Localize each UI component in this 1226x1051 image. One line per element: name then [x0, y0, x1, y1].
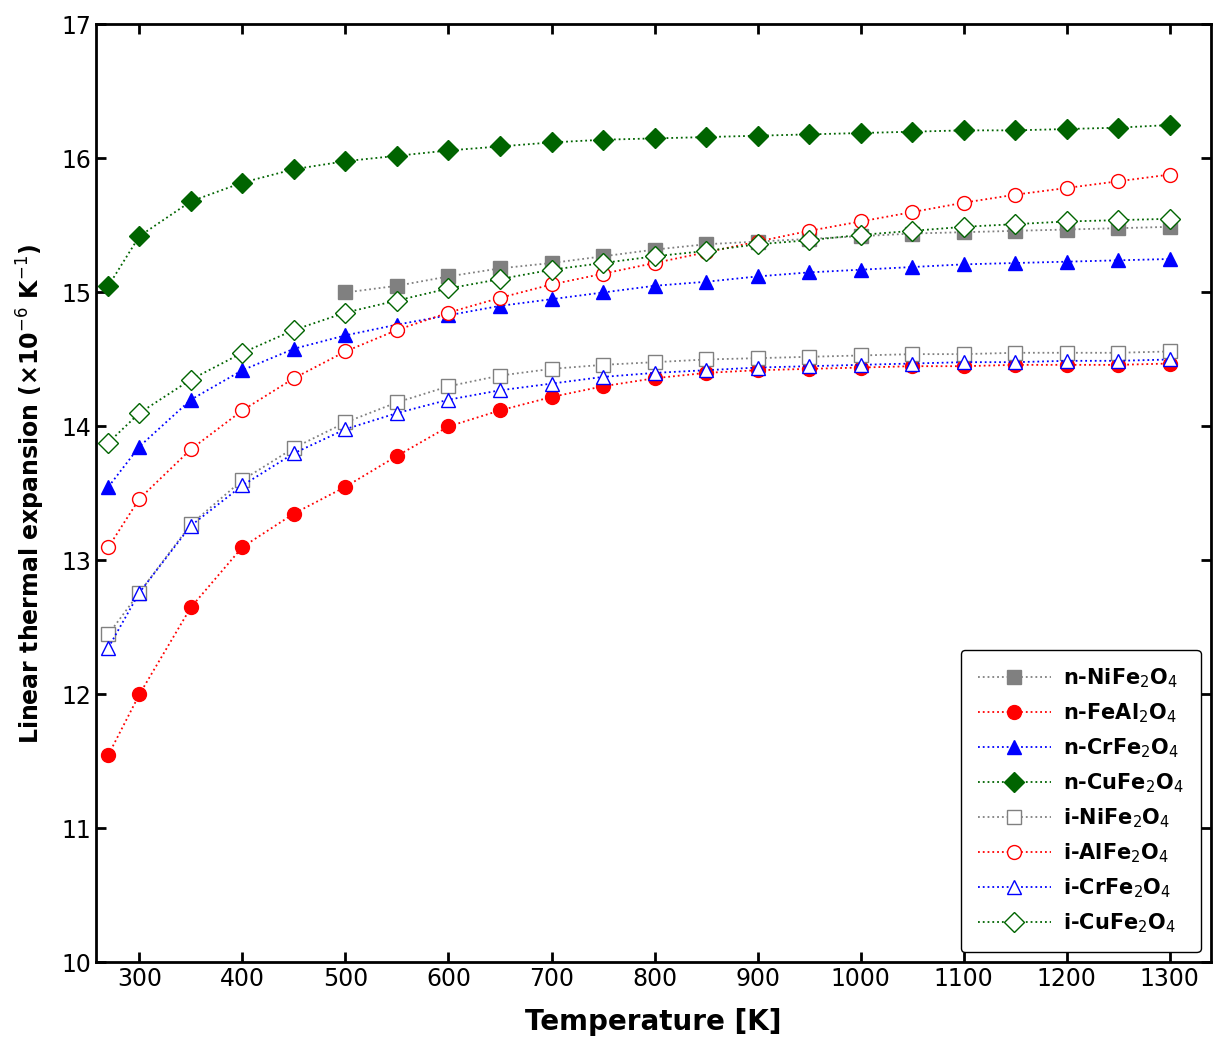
- X-axis label: Temperature [K]: Temperature [K]: [525, 1008, 782, 1036]
- Legend: n-NiFe$_2$O$_4$, n-FeAl$_2$O$_4$, n-CrFe$_2$O$_4$, n-CuFe$_2$O$_4$, i-NiFe$_2$O$: n-NiFe$_2$O$_4$, n-FeAl$_2$O$_4$, n-CrFe…: [961, 650, 1200, 952]
- Y-axis label: Linear thermal expansion (×10$^{-6}$ K$^{-1}$): Linear thermal expansion (×10$^{-6}$ K$^…: [15, 244, 47, 744]
